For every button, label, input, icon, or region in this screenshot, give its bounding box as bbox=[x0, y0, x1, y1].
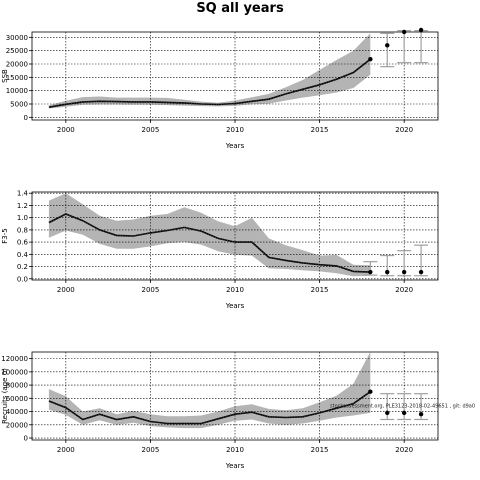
y-tick-label: 1.2 bbox=[17, 202, 28, 210]
y-tick-label: 5000 bbox=[10, 101, 28, 109]
confidence-band bbox=[48, 33, 371, 109]
x-axis-label: Years bbox=[225, 142, 245, 150]
y-tick-label: 0 bbox=[24, 435, 28, 443]
y-tick-label: 80000 bbox=[6, 382, 28, 390]
forecast-point bbox=[401, 269, 407, 275]
x-tick-label: 2015 bbox=[311, 286, 329, 294]
y-tick-label: 25000 bbox=[6, 47, 28, 55]
forecast-point bbox=[368, 269, 373, 275]
forecast-point bbox=[401, 410, 407, 416]
watermark-annotation: stockassessment.org, PLE3123-2018-02-496… bbox=[330, 403, 475, 409]
x-tick-label: 2010 bbox=[226, 126, 244, 134]
y-tick-label: 20000 bbox=[6, 61, 28, 69]
x-tick-label: 2000 bbox=[57, 286, 75, 294]
x-tick-label: 2005 bbox=[142, 446, 160, 454]
y-tick-label: 0.8 bbox=[17, 226, 28, 234]
panel-1: 2000 2005 2010 2015 2020 0 5000 10000 15000 20000… bbox=[1, 27, 439, 150]
median-line-dotted bbox=[48, 58, 371, 108]
y-tick-label: 0.4 bbox=[17, 251, 29, 259]
x-tick-label: 2005 bbox=[142, 126, 160, 134]
forecast-point bbox=[418, 411, 424, 417]
confidence-band bbox=[48, 352, 371, 429]
panel-3: 2000 2005 2010 2015 2020 0 20000 40000 60000 8000… bbox=[1, 351, 475, 470]
x-tick-label: 2020 bbox=[395, 126, 413, 134]
y-tick-label: 0.6 bbox=[17, 239, 29, 247]
x-tick-label: 2010 bbox=[226, 446, 244, 454]
x-tick-label: 2000 bbox=[57, 446, 75, 454]
y-tick-label: 40000 bbox=[6, 408, 28, 416]
x-tick-label: 2000 bbox=[57, 126, 75, 134]
y-tick-label: 1.0 bbox=[17, 214, 28, 222]
forecast-point bbox=[368, 57, 373, 62]
x-tick-label: 2015 bbox=[311, 446, 329, 454]
forecast-point bbox=[418, 27, 424, 33]
y-tick-label: 20000 bbox=[6, 421, 28, 429]
x-tick-label: 2015 bbox=[311, 126, 329, 134]
y-tick-label: 30000 bbox=[6, 34, 28, 42]
y-tick-label: 0.2 bbox=[17, 263, 28, 271]
forecast-point bbox=[385, 410, 390, 416]
x-tick-label: 2010 bbox=[226, 286, 244, 294]
y-tick-label: 15000 bbox=[6, 74, 28, 82]
chart-panels: 2000 2005 2010 2015 202005000100001500020000… bbox=[1, 27, 475, 470]
y-axis-label: F3-5 bbox=[1, 228, 9, 243]
y-tick-label: 10000 bbox=[6, 87, 28, 95]
y-axis-label: Recruits (age 0) bbox=[1, 368, 9, 424]
x-axis-label: Years bbox=[225, 302, 245, 310]
x-axis-label: Years bbox=[225, 462, 245, 470]
median-line-dotted bbox=[48, 391, 371, 424]
y-axis-label: SSB bbox=[1, 69, 9, 83]
median-line bbox=[48, 213, 371, 273]
x-tick-label: 2020 bbox=[395, 286, 413, 294]
y-tick-label: 0.0 bbox=[17, 275, 28, 283]
x-tick-label: 2005 bbox=[142, 286, 160, 294]
y-tick-label: 120000 bbox=[1, 355, 28, 363]
y-tick-label: 0 bbox=[24, 114, 28, 122]
y-tick-label: 1.4 bbox=[17, 190, 29, 198]
x-tick-label: 2020 bbox=[395, 446, 413, 454]
forecast-point bbox=[385, 43, 390, 48]
panel-2: 2000 2005 2010 2015 2020 0.0 0.2 0.4 0.6 0.8 1.0 1.… bbox=[1, 190, 439, 310]
y-tick-label: 60000 bbox=[6, 395, 28, 403]
figure-title: SQ all years bbox=[196, 1, 284, 16]
forecast-point bbox=[418, 269, 424, 275]
forecast-point bbox=[385, 269, 390, 275]
forecast-point bbox=[368, 389, 373, 394]
y-tick-label: 100000 bbox=[1, 368, 28, 376]
